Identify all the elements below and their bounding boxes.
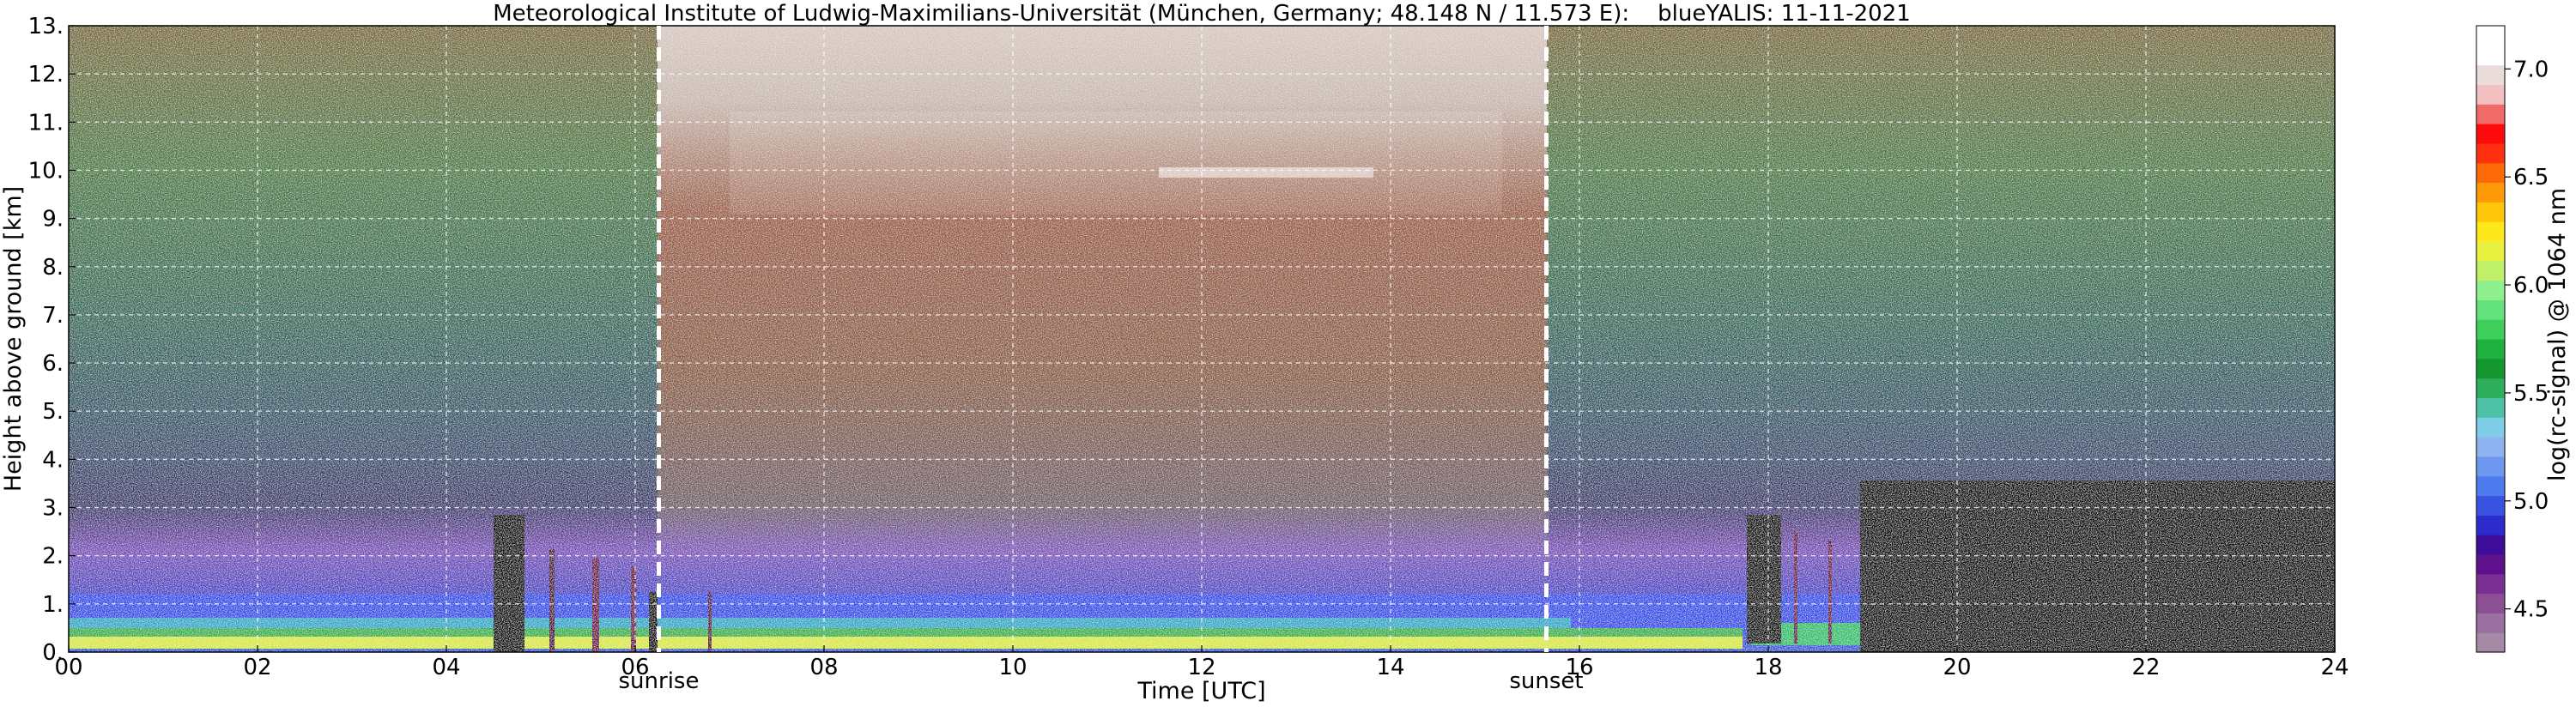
colorbar-segment: [2476, 358, 2505, 379]
y-tick-label: 1.: [42, 592, 64, 618]
colorbar-segment: [2476, 162, 2505, 184]
colorbar-segment: [2476, 573, 2505, 595]
x-tick-label: 08: [809, 655, 838, 680]
y-tick-label: 0.: [42, 640, 64, 666]
colorbar-segment: [2476, 397, 2505, 418]
x-tick-label: 06: [621, 655, 649, 680]
y-tick-label: 2.: [42, 544, 64, 570]
y-tick-label: 11.: [28, 110, 64, 136]
colorbar-segment: [2476, 437, 2505, 457]
colorbar-segment: [2476, 240, 2505, 262]
colorbar-segment: [2476, 84, 2505, 105]
y-tick-label: 5.: [42, 399, 64, 425]
grid: [69, 26, 2335, 652]
x-tick-label: 20: [1943, 655, 1971, 680]
colorbar-segment: [2476, 299, 2505, 320]
colorbar-segment: [2476, 339, 2505, 360]
colorbar-segment: [2476, 613, 2505, 633]
colorbar-tick-label: 5.0: [2513, 489, 2549, 515]
signal-field: [69, 26, 2335, 652]
y-tick-label: 4.: [42, 447, 64, 473]
y-tick-label: 8.: [42, 255, 64, 281]
x-tick-label: 18: [1754, 655, 1782, 680]
colorbar-tick-label: 6.0: [2513, 273, 2549, 299]
colorbar-segment: [2476, 104, 2505, 124]
colorbar-segment: [2476, 280, 2505, 300]
x-tick-label: 12: [1187, 655, 1215, 680]
colorbar-segment: [2476, 26, 2505, 46]
colorbar-segment: [2476, 378, 2505, 399]
y-tick-label: 10.: [28, 158, 64, 184]
y-axis-label: Height above ground [km]: [0, 186, 27, 492]
y-tick-label: 6.: [42, 351, 64, 377]
colorbar-segment: [2476, 64, 2505, 86]
x-tick-label: 14: [1376, 655, 1404, 680]
y-tick-label: 12.: [28, 62, 64, 88]
colorbar-segment: [2476, 535, 2505, 555]
colorbar-segment: [2476, 632, 2505, 653]
x-tick-label: 22: [2131, 655, 2160, 680]
colorbar-segment: [2476, 495, 2505, 516]
x-tick-label: 24: [2320, 655, 2349, 680]
colorbar-segment: [2476, 417, 2505, 438]
colorbar-segment: [2476, 124, 2505, 144]
chart-title: Meteorological Institute of Ludwig-Maxim…: [493, 1, 1911, 27]
colorbar-frame: [2476, 25, 2506, 653]
colorbar-segment: [2476, 475, 2505, 497]
colorbar-segment: [2476, 515, 2505, 535]
x-tick-label: 02: [243, 655, 271, 680]
colorbar-segment: [2476, 45, 2505, 66]
colorbar-segment: [2476, 221, 2505, 242]
colorbar-label: log(rc-signal) @ 1064 nm: [2544, 188, 2571, 481]
colorbar-segment: [2476, 142, 2505, 164]
colorbar-tick-label: 7.0: [2513, 57, 2549, 82]
colorbar-segment: [2476, 456, 2505, 477]
x-tick-label: 10: [998, 655, 1027, 680]
colorbar-segment: [2476, 202, 2505, 222]
colorbar-segment: [2476, 260, 2505, 281]
sunrise-label: sunrise: [619, 668, 700, 694]
x-tick-label: 16: [1565, 655, 1593, 680]
x-axis-label: Time [UTC]: [1136, 678, 1265, 704]
x-tick-label: 04: [432, 655, 460, 680]
colorbar: [2476, 26, 2505, 653]
colorbar-segment: [2476, 319, 2505, 340]
y-tick-label: 3.: [42, 496, 64, 522]
y-tick-label: 13.: [28, 14, 64, 39]
colorbar-segment: [2476, 553, 2505, 575]
colorbar-tick-label: 6.5: [2513, 165, 2549, 190]
sunset-label: sunset: [1509, 668, 1583, 694]
colorbar-tick-label: 4.5: [2513, 597, 2549, 623]
colorbar-segment: [2476, 593, 2505, 613]
colorbar-tick-label: 5.5: [2513, 381, 2549, 407]
y-tick-label: 9.: [42, 207, 64, 233]
x-tick-label: 00: [54, 655, 82, 680]
y-tick-label: 7.: [42, 303, 64, 329]
colorbar-segment: [2476, 182, 2505, 202]
